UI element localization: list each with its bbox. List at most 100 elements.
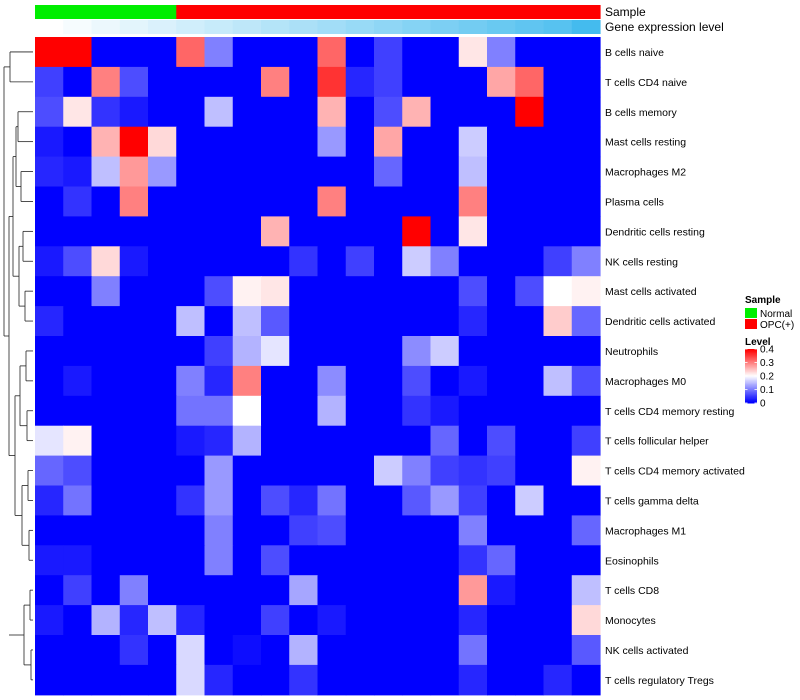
heatmap-cell bbox=[430, 96, 460, 128]
heatmap-cell bbox=[458, 605, 488, 636]
heatmap-cell bbox=[345, 605, 375, 636]
heatmap-cells bbox=[35, 37, 601, 696]
heatmap-cell bbox=[402, 276, 432, 307]
heatmap-cell bbox=[374, 96, 403, 128]
heatmap-cell bbox=[543, 37, 573, 68]
heatmap-cell bbox=[543, 455, 573, 487]
heatmap-cell bbox=[232, 37, 262, 68]
row-label: Monocytes bbox=[605, 615, 656, 627]
heatmap-cell bbox=[515, 395, 545, 427]
heatmap-cell bbox=[374, 635, 403, 666]
heatmap-cell bbox=[345, 126, 375, 158]
heatmap-cell bbox=[204, 276, 234, 307]
heatmap-cell bbox=[374, 186, 403, 217]
heatmap-cell bbox=[119, 635, 149, 666]
level-legend-gradient-step bbox=[745, 349, 757, 351]
heatmap-cell bbox=[91, 276, 121, 307]
sample-annotation-cell bbox=[430, 5, 460, 19]
sample-annotation-cell bbox=[232, 5, 262, 19]
heatmap-cell bbox=[91, 425, 121, 457]
heatmap-cell bbox=[458, 485, 488, 516]
heatmap-cell bbox=[543, 485, 573, 516]
heatmap-cell bbox=[91, 216, 121, 247]
sample-legend-swatch bbox=[745, 319, 757, 329]
heatmap-cell bbox=[35, 664, 64, 696]
heatmap-cell bbox=[374, 664, 403, 696]
heatmap-cell bbox=[35, 156, 64, 188]
heatmap-cell bbox=[204, 66, 234, 98]
heatmap-cell bbox=[204, 395, 234, 427]
heatmap-cell bbox=[289, 664, 319, 696]
heatmap-cell bbox=[345, 156, 375, 188]
row-label: Plasma cells bbox=[605, 196, 664, 208]
heatmap-cell bbox=[515, 515, 545, 546]
heatmap-cell bbox=[487, 395, 516, 427]
heatmap-cell bbox=[345, 635, 375, 666]
heatmap-cell bbox=[571, 575, 601, 606]
heatmap-cell bbox=[317, 425, 347, 457]
row-label: NK cells activated bbox=[605, 645, 689, 657]
level-legend-gradient-step bbox=[745, 374, 757, 377]
level-legend-gradient-step bbox=[745, 351, 757, 354]
level-legend-gradient-step bbox=[745, 401, 757, 404]
heatmap-cell bbox=[458, 395, 488, 427]
heatmap-cell bbox=[204, 605, 234, 636]
level-legend-gradient-step bbox=[745, 369, 757, 372]
heatmap-cell bbox=[402, 246, 432, 277]
heatmap-cell bbox=[317, 455, 347, 487]
heatmap-cell bbox=[204, 664, 234, 696]
heatmap-cell bbox=[261, 306, 290, 337]
heatmap-cell bbox=[35, 246, 64, 277]
heatmap-cell bbox=[458, 37, 488, 68]
heatmap-cell bbox=[289, 575, 319, 606]
heatmap-cell bbox=[317, 605, 347, 636]
heatmap-cell bbox=[515, 575, 545, 606]
heatmap-cell bbox=[317, 365, 347, 397]
heatmap-cell bbox=[543, 216, 573, 247]
heatmap-cell bbox=[317, 66, 347, 98]
heatmap-cell bbox=[176, 306, 206, 337]
heatmap-cell bbox=[91, 575, 121, 606]
heatmap-cell bbox=[430, 306, 460, 337]
heatmap-cell bbox=[232, 246, 262, 277]
heatmap-cell bbox=[317, 515, 347, 546]
heatmap-cell bbox=[91, 306, 121, 337]
heatmap-cell bbox=[176, 246, 206, 277]
heatmap-cell bbox=[261, 455, 290, 487]
heatmap-cell bbox=[515, 485, 545, 516]
heatmap-cell bbox=[63, 575, 93, 606]
sample-annotation-cell bbox=[458, 5, 488, 19]
heatmap-cell bbox=[515, 156, 545, 188]
heatmap-cell bbox=[458, 216, 488, 247]
heatmap-cell bbox=[430, 276, 460, 307]
sample-annotation-cell bbox=[35, 5, 64, 19]
row-label: Macrophages M0 bbox=[605, 376, 686, 388]
heatmap-cell bbox=[487, 545, 516, 576]
heatmap-cell bbox=[458, 664, 488, 696]
sample-annotation-cell bbox=[515, 5, 545, 19]
heatmap-cell bbox=[515, 365, 545, 397]
sample-annotation-cell bbox=[317, 5, 347, 19]
heatmap-cell bbox=[119, 216, 149, 247]
heatmap-cell bbox=[261, 485, 290, 516]
level-legend-gradient-step bbox=[745, 358, 757, 361]
heatmap-cell bbox=[543, 664, 573, 696]
row-label: Macrophages M1 bbox=[605, 525, 686, 537]
heatmap-cell bbox=[91, 635, 121, 666]
heatmap-cell bbox=[543, 156, 573, 188]
heatmap-cell bbox=[35, 485, 64, 516]
heatmap-cell bbox=[289, 485, 319, 516]
expression-annotation-cell bbox=[261, 20, 290, 34]
level-legend-gradient-step bbox=[745, 390, 757, 393]
expression-annotation-cell bbox=[176, 20, 206, 34]
level-legend-gradient-step bbox=[745, 382, 757, 385]
heatmap-cell bbox=[204, 545, 234, 576]
heatmap-cell bbox=[148, 455, 177, 487]
heatmap-cell bbox=[176, 395, 206, 427]
heatmap-cell bbox=[374, 455, 403, 487]
heatmap-cell bbox=[204, 126, 234, 158]
heatmap-cell bbox=[261, 246, 290, 277]
heatmap-cell bbox=[261, 336, 290, 367]
heatmap-cell bbox=[515, 455, 545, 487]
